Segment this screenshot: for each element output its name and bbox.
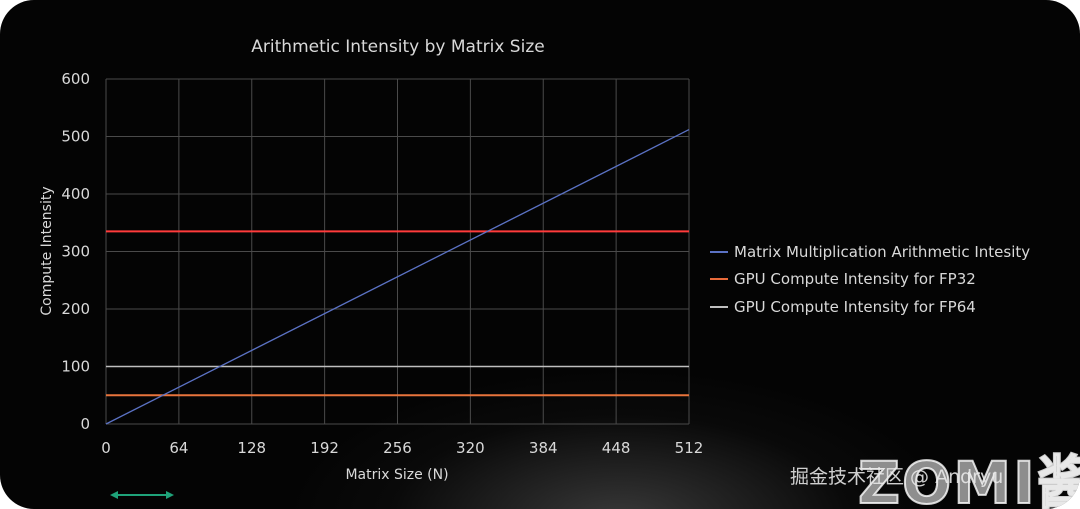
x-axis-label: Matrix Size (N)	[345, 467, 448, 483]
x-tick-label: 448	[602, 439, 631, 457]
y-axis-label: Compute Intensity	[39, 186, 55, 315]
legend-label: GPU Compute Intensity for FP64	[734, 297, 976, 316]
y-tick-label: 300	[61, 243, 90, 261]
legend: Matrix Multiplication Arithmetic Intesit…	[710, 238, 1030, 321]
y-tick-label: 0	[80, 415, 90, 433]
legend-label: GPU Compute Intensity for FP32	[734, 270, 976, 289]
y-tick-label: 600	[61, 70, 90, 88]
gridlines	[105, 78, 690, 425]
y-tick-label: 100	[61, 358, 90, 376]
x-tick-label: 0	[101, 439, 111, 457]
legend-swatch	[710, 305, 728, 308]
y-tick-label: 400	[61, 185, 90, 203]
series-lines	[105, 129, 690, 425]
watermark-text: 掘金技术社区 @ Andryu	[790, 466, 1004, 488]
x-tick-label: 64	[169, 439, 188, 457]
y-tick-label: 200	[61, 300, 90, 318]
y-tick-labels: 0 100 200 300 400 500 600	[61, 70, 90, 433]
chart-title: Arithmetic Intensity by Matrix Size	[251, 37, 544, 57]
x-tick-label: 128	[237, 439, 266, 457]
horizontal-arrow-icon	[110, 491, 174, 499]
legend-swatch	[710, 250, 728, 253]
legend-label: Matrix Multiplication Arithmetic Intesit…	[734, 242, 1031, 261]
x-tick-label: 384	[529, 439, 558, 457]
x-tick-labels: 0 64 128 192 256 320 384 448 512	[101, 439, 703, 457]
legend-item: GPU Compute Intensity for FP64	[710, 293, 1030, 321]
legend-swatch	[710, 278, 728, 281]
legend-item: Matrix Multiplication Arithmetic Intesit…	[710, 238, 1030, 266]
x-tick-label: 192	[310, 439, 339, 457]
x-tick-label: 320	[456, 439, 485, 457]
legend-item: GPU Compute Intensity for FP32	[710, 266, 1030, 294]
x-tick-label: 512	[675, 439, 704, 457]
series-line	[105, 129, 690, 425]
y-tick-label: 500	[61, 128, 90, 146]
x-tick-label: 256	[383, 439, 412, 457]
